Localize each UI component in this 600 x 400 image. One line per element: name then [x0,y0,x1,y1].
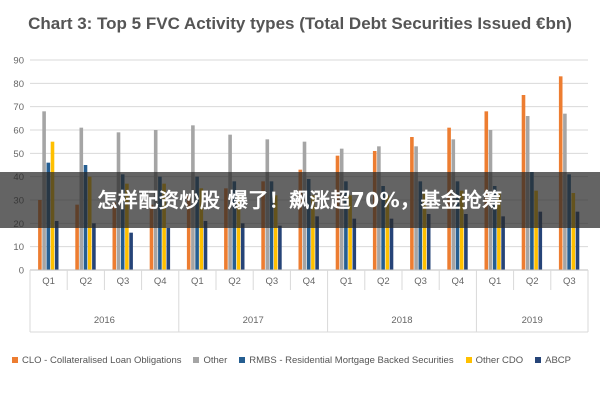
bar [75,204,79,270]
y-tick-label: 60 [13,126,24,137]
bar [54,221,59,270]
bar [129,232,133,270]
bar [203,221,208,270]
x-tick-label: Q1 [191,276,204,287]
x-tick-label: Q2 [377,276,390,287]
y-tick-label: 50 [13,149,24,160]
legend-label: RMBS - Residential Mortgage Backed Secur… [249,354,454,366]
legend-item: Other [193,355,227,366]
bar [38,200,42,270]
chart-title: Chart 3: Top 5 FVC Activity types (Total… [28,14,572,33]
x-tick-label: Q2 [526,276,539,287]
bar [385,195,390,270]
bar [352,218,357,270]
bar [426,214,431,270]
legend-item: ABCP [535,355,571,366]
bar [348,195,352,270]
x-group-label: 2016 [94,315,115,326]
bar [381,186,385,270]
legend-swatch [239,357,246,363]
y-tick-label: 0 [19,266,24,277]
bar [492,186,497,270]
bar [389,218,394,270]
bar [497,193,501,270]
x-tick-label: Q1 [489,276,502,287]
bar [315,216,319,270]
x-tick-label: Q2 [228,276,241,287]
legend-label: Other [203,354,228,366]
bar [501,216,505,270]
legend-swatch [535,357,542,363]
y-tick-label: 80 [13,79,24,90]
legend-label: ABCP [545,354,571,366]
x-tick-label: Q3 [117,276,130,287]
x-tick-label: Q1 [42,276,55,287]
bar [240,223,245,270]
chart-legend: CLO - Collateralised Loan Obligations Oth… [12,351,592,369]
x-group-label: 2018 [391,315,412,326]
x-tick-label: Q3 [414,276,427,287]
bar [278,225,282,270]
bar [459,190,464,270]
legend-item: Other CDO [465,354,524,366]
y-tick-label: 90 [13,56,24,67]
legend-swatch [193,357,200,363]
bar [166,228,171,270]
x-tick-label: Q4 [451,276,464,287]
y-tick-label: 70 [13,102,24,113]
x-group-label: 2017 [243,315,264,326]
legend-swatch [12,357,18,363]
x-tick-label: Q3 [265,276,278,287]
bar [534,190,538,270]
bar [571,193,576,270]
headline-banner [0,172,600,228]
bar [112,202,117,270]
legend-label: CLO - Collateralised Loan Obligations [22,354,182,366]
bar [538,211,543,270]
legend-swatch [465,357,472,363]
x-tick-label: Q3 [563,276,576,287]
legend-label: Other CDO [475,354,524,366]
x-tick-label: Q1 [340,276,353,287]
legend-item: CLO - Collateralised Loan Obligations [12,355,181,366]
bar [311,195,315,270]
bar [224,188,228,270]
x-group-label: 2019 [522,315,543,326]
x-tick-label: Q4 [154,276,167,287]
bar [199,188,204,270]
x-tick-label: Q4 [303,276,316,287]
bar [422,193,427,270]
x-tick-label: Q2 [79,276,92,287]
bar [149,204,154,270]
bar [273,195,278,270]
bar [92,223,96,270]
bar [464,214,468,270]
bar [236,195,241,270]
bar [575,211,580,270]
legend-item: RMBS - Residential Mortgage Backed Secur… [239,354,454,366]
y-tick-label: 10 [13,242,24,253]
headline-text: 怎样配资炒股 爆了！飙涨超70%，基金抢筹 [97,188,503,212]
bar [186,195,191,270]
